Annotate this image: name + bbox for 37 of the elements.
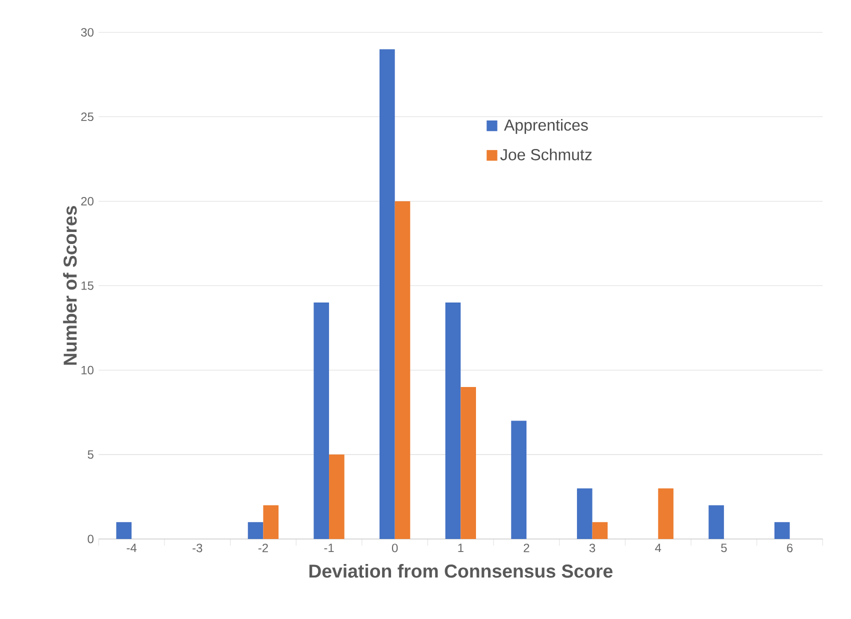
bar — [576, 488, 592, 539]
x-tick-label: 1 — [458, 544, 464, 552]
x-tick-label: 2 — [524, 544, 530, 552]
x-axis-title: Deviation from Connsensus Score — [309, 564, 612, 578]
x-tick-label: 6 — [787, 544, 793, 552]
y-tick-label: 20 — [81, 196, 94, 206]
bar — [658, 488, 674, 539]
y-tick-label: 5 — [88, 450, 94, 459]
bar — [708, 505, 724, 539]
bar — [380, 49, 395, 539]
bar — [394, 201, 410, 539]
bar — [116, 522, 132, 539]
x-tick-label: -1 — [324, 544, 334, 552]
x-tick-label: 4 — [655, 544, 662, 552]
bar — [460, 387, 476, 539]
y-tick-label: 15 — [82, 281, 94, 290]
legend-label: Apprentices — [504, 119, 588, 134]
bar — [592, 522, 608, 539]
x-tick-label: -2 — [258, 544, 268, 552]
x-tick-label: 0 — [392, 544, 398, 552]
bar — [329, 454, 344, 539]
y-tick-label: 10 — [82, 366, 94, 374]
bar — [263, 505, 279, 539]
x-tick-label: -3 — [192, 544, 202, 552]
bar — [445, 302, 461, 539]
y-tick-label: 25 — [81, 112, 94, 122]
x-tick-label: -4 — [126, 544, 137, 552]
y-axis-title: Number of Scores — [63, 206, 77, 365]
bar — [511, 420, 526, 539]
x-tick-label: 5 — [721, 544, 727, 552]
bar — [774, 522, 790, 539]
legend-label: Joe Schmutz — [500, 148, 592, 160]
y-tick-label: 30 — [81, 28, 94, 37]
y-tick-label: 0 — [88, 534, 94, 544]
bar — [248, 522, 264, 539]
bar — [314, 302, 330, 539]
x-tick-label: 3 — [589, 544, 596, 552]
